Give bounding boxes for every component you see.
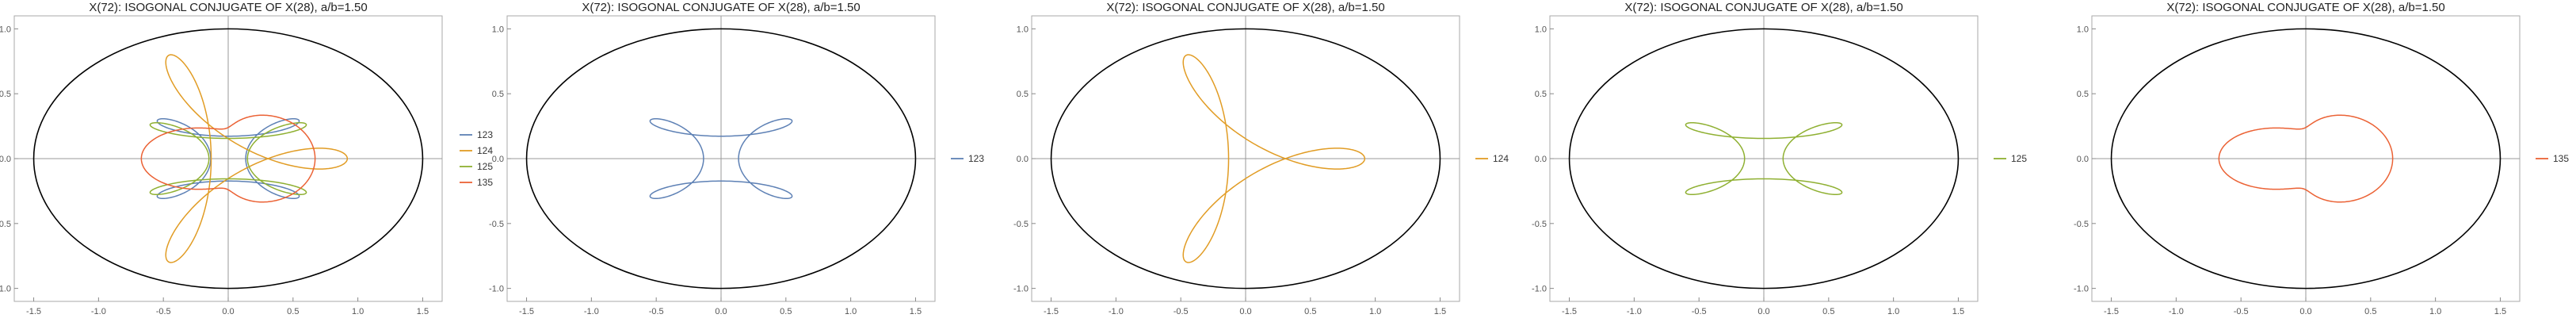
circumellipse [2110,28,2502,289]
chart-title: X(72): ISOGONAL CONJUGATE OF X(28), a/b=… [2166,1,2444,14]
legend-label-124: 124 [477,145,493,156]
x-tick-label: -1.0 [2169,307,2184,316]
chart-panel-3: X(72): ISOGONAL CONJUGATE OF X(28), a/b=… [1013,1,1509,316]
y-tick-label: -1.0 [2074,285,2089,294]
y-tick-label: 0.0 [492,155,504,164]
x-tick-label: -1.5 [2104,307,2119,316]
y-tick-label: 0.5 [2077,90,2089,99]
series-curve-123 [649,117,793,200]
circumellipse [1050,28,1441,289]
y-tick-label: 0.5 [0,90,11,99]
y-tick-label: 1.0 [2077,25,2089,34]
chart-title: X(72): ISOGONAL CONJUGATE OF X(28), a/b=… [1624,1,1902,14]
x-tick-label: 1.5 [910,307,922,316]
series-curve-124 [1182,54,1366,263]
x-tick-label: 1.5 [2494,307,2506,316]
x-tick-label: -0.5 [649,307,664,316]
y-tick-label: -0.5 [489,220,504,229]
y-tick-label: -1.0 [1013,285,1028,294]
y-tick-label: -0.5 [1532,220,1547,229]
x-tick-label: 1.0 [2429,307,2441,316]
x-tick-label: 1.5 [1952,307,1964,316]
x-tick-label: 0.5 [2364,307,2376,316]
legend-label-135: 135 [477,177,493,188]
x-tick-label: 1.0 [1887,307,1899,316]
x-tick-label: -1.0 [584,307,599,316]
chart-panel-2: X(72): ISOGONAL CONJUGATE OF X(28), a/b=… [489,1,984,316]
y-tick-label: 0.5 [1017,90,1028,99]
y-tick-label: 1.0 [492,25,504,34]
x-tick-label: -1.0 [1627,307,1642,316]
legend-label-124: 124 [1493,153,1509,164]
legend-label-123: 123 [477,129,493,140]
series-curve-135 [140,114,316,203]
legend-label-123: 123 [968,153,984,164]
x-tick-label: 0.5 [1304,307,1316,316]
y-tick-label: 0.0 [1017,155,1028,164]
x-tick-label: 0.0 [715,307,727,316]
chart-panel-4: X(72): ISOGONAL CONJUGATE OF X(28), a/b=… [1532,1,2027,316]
circumellipse [525,28,917,289]
series-curve-123 [156,117,300,200]
x-tick-label: -0.5 [156,307,171,316]
x-tick-label: -1.0 [1109,307,1124,316]
y-tick-label: 0.0 [1535,155,1547,164]
series-curve-125 [1685,122,1843,195]
series-curve-135 [2218,114,2394,203]
y-tick-label: 1.0 [0,25,11,34]
y-tick-label: -0.5 [2074,220,2089,229]
y-tick-label: 0.0 [2077,155,2089,164]
x-tick-label: -0.5 [1174,307,1189,316]
series-curve-124 [165,54,349,263]
chart-title: X(72): ISOGONAL CONJUGATE OF X(28), a/b=… [582,1,860,14]
y-tick-label: -1.0 [1532,285,1547,294]
legend-label-125: 125 [2011,153,2027,164]
x-tick-label: 0.0 [2299,307,2311,316]
x-tick-label: 0.0 [222,307,234,316]
x-tick-label: -0.5 [2234,307,2249,316]
x-tick-label: 1.0 [845,307,857,316]
chart-title: X(72): ISOGONAL CONJUGATE OF X(28), a/b=… [89,1,367,14]
x-tick-label: -0.5 [1692,307,1707,316]
x-tick-label: 1.0 [1369,307,1381,316]
legend-label-125: 125 [477,161,493,172]
x-tick-label: -1.5 [26,307,41,316]
y-tick-label: 0.5 [1535,90,1547,99]
chart-title: X(72): ISOGONAL CONJUGATE OF X(28), a/b=… [1106,1,1384,14]
x-tick-label: 0.5 [1822,307,1834,316]
y-tick-label: 1.0 [1535,25,1547,34]
circumellipse [1568,28,1960,289]
y-tick-label: 0.5 [492,90,504,99]
x-tick-label: 1.5 [1434,307,1446,316]
y-tick-label: -0.5 [0,220,11,229]
x-tick-label: 0.0 [1757,307,1769,316]
y-tick-label: 0.0 [0,155,11,164]
y-tick-label: -1.0 [0,285,11,294]
x-tick-label: 1.5 [417,307,429,316]
legend-label-135: 135 [2553,153,2569,164]
chart-panel-1: X(72): ISOGONAL CONJUGATE OF X(28), a/b=… [0,1,493,316]
x-tick-label: 0.5 [780,307,792,316]
x-tick-label: 0.5 [287,307,299,316]
chart-panel-5: X(72): ISOGONAL CONJUGATE OF X(28), a/b=… [2074,1,2569,316]
x-tick-label: -1.5 [1044,307,1059,316]
x-tick-label: 0.0 [1239,307,1251,316]
y-tick-label: -0.5 [1013,220,1028,229]
x-tick-label: 1.0 [352,307,364,316]
x-tick-label: -1.5 [1562,307,1577,316]
circumellipse [32,28,424,289]
y-tick-label: 1.0 [1017,25,1028,34]
x-tick-label: -1.5 [519,307,534,316]
y-tick-label: -1.0 [489,285,504,294]
series-curve-125 [149,122,307,195]
x-tick-label: -1.0 [91,307,106,316]
